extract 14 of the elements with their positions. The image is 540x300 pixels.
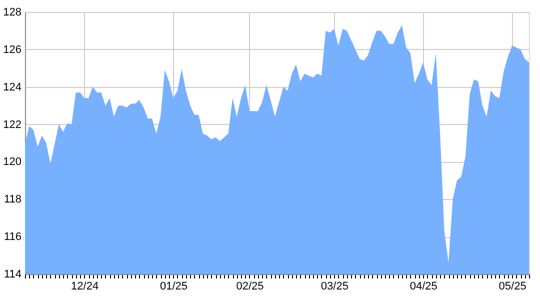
x-tick-label: 01/25	[160, 280, 188, 292]
y-tick-label: 126	[3, 44, 22, 56]
y-tick-label: 116	[4, 231, 22, 244]
y-tick-label: 122	[3, 118, 22, 131]
y-tick-label: 114	[4, 268, 22, 280]
x-tick-label: 05/25	[498, 280, 526, 292]
y-tick-label: 118	[4, 194, 22, 206]
x-tick-label: 02/25	[236, 280, 264, 292]
y-tick-label: 128	[3, 6, 22, 18]
x-tick-label: 03/25	[320, 280, 348, 292]
x-tick-label: 04/25	[410, 280, 438, 292]
y-tick-label: 124	[3, 81, 22, 94]
y-tick-label: 120	[3, 156, 22, 168]
x-tick-label: 12/24	[71, 280, 99, 292]
